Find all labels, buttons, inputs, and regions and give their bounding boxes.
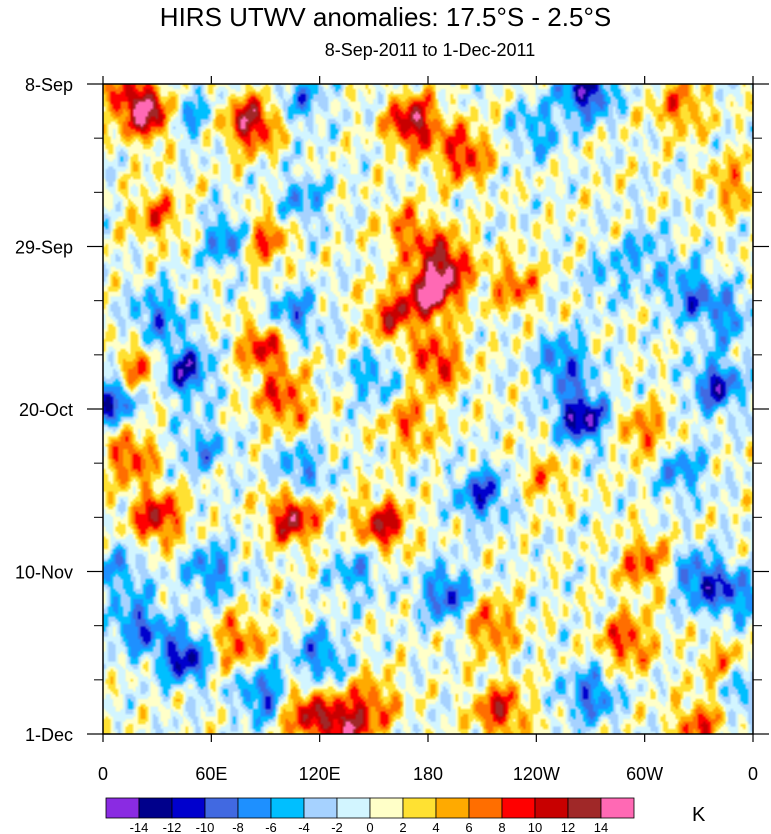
colorbar-swatch (501, 797, 536, 819)
colorbar-swatch (567, 797, 602, 819)
colorbar-swatch (534, 797, 569, 819)
y-tick-label: 8-Sep (25, 75, 73, 95)
colorbar-swatch (468, 797, 503, 819)
x-tick-label: 180 (413, 764, 443, 784)
colorbar-swatch (402, 797, 437, 819)
colorbar-label: -4 (298, 820, 310, 834)
colorbar-swatch (105, 797, 140, 819)
y-tick-label: 10-Nov (15, 563, 73, 583)
colorbar-swatch (204, 797, 239, 819)
colorbar-label: -10 (196, 820, 215, 834)
colorbar-swatch (270, 797, 305, 819)
colorbar-label: 12 (561, 820, 575, 834)
colorbar-swatch (600, 797, 635, 819)
chart-title: HIRS UTWV anomalies: 17.5°S - 2.5°S (159, 2, 612, 32)
colorbar-label: -6 (265, 820, 277, 834)
colorbar-swatch (138, 797, 173, 819)
x-tick-label: 60W (626, 764, 663, 784)
y-tick-label: 1-Dec (25, 725, 73, 745)
colorbar-unit: K (692, 804, 706, 826)
x-tick-label: 0 (748, 764, 758, 784)
axes: 0 60E 120E 180 120W 60W 0 8-Sep 29-Sep 20-Oct 10-N… (15, 75, 769, 784)
colorbar-label: 14 (594, 820, 608, 834)
colorbar-swatch (237, 797, 272, 819)
x-tick-label: 60E (195, 764, 227, 784)
colorbar-label: 6 (465, 820, 472, 834)
x-tick-label: 0 (98, 764, 108, 784)
colorbar-label: 2 (399, 820, 406, 834)
colorbar-label: 10 (528, 820, 542, 834)
y-tick-label: 20-Oct (19, 400, 73, 420)
colorbar-label: -12 (163, 820, 182, 834)
colorbar-label: -8 (232, 820, 244, 834)
chart-subtitle: 8-Sep-2011 to 1-Dec-2011 (324, 40, 536, 60)
x-tick-label: 120E (299, 764, 341, 784)
colorbar: -14 -12 -10 -8 -6 -4 -2 0 2 4 6 8 10 12 14 (105, 797, 635, 834)
colorbar-label: 0 (366, 820, 373, 834)
colorbar-swatch (435, 797, 470, 819)
colorbar-label: 8 (498, 820, 505, 834)
anomaly-field (103, 84, 753, 734)
colorbar-label: 4 (432, 820, 439, 834)
colorbar-label: -2 (331, 820, 343, 834)
colorbar-swatch (336, 797, 371, 819)
y-tick-label: 29-Sep (15, 238, 73, 258)
colorbar-swatch (369, 797, 404, 819)
colorbar-swatch (303, 797, 338, 819)
x-tick-label: 120W (513, 764, 560, 784)
colorbar-label: -14 (130, 820, 149, 834)
colorbar-swatch (171, 797, 206, 819)
